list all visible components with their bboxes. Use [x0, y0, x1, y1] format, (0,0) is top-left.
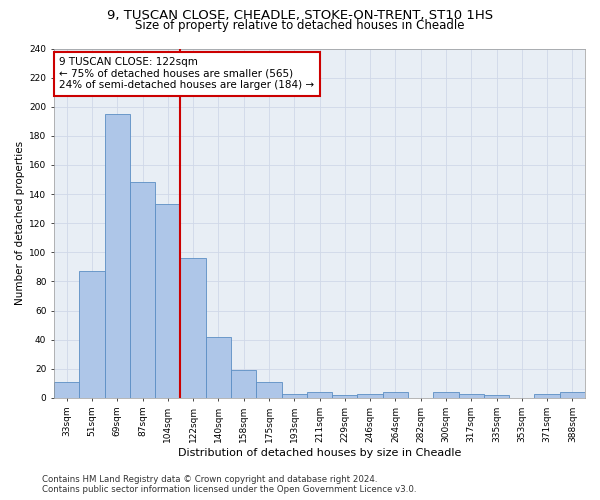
Bar: [79, 272, 104, 398]
Bar: [484, 395, 509, 398]
Text: 9, TUSCAN CLOSE, CHEADLE, STOKE-ON-TRENT, ST10 1HS: 9, TUSCAN CLOSE, CHEADLE, STOKE-ON-TRENT…: [107, 9, 493, 22]
Bar: [383, 392, 408, 398]
Bar: [256, 382, 281, 398]
Bar: [130, 182, 155, 398]
Bar: [458, 394, 484, 398]
Bar: [358, 394, 383, 398]
Text: 9 TUSCAN CLOSE: 122sqm
← 75% of detached houses are smaller (565)
24% of semi-de: 9 TUSCAN CLOSE: 122sqm ← 75% of detached…: [59, 57, 314, 90]
Text: Contains HM Land Registry data © Crown copyright and database right 2024.
Contai: Contains HM Land Registry data © Crown c…: [42, 474, 416, 494]
Bar: [155, 204, 181, 398]
Bar: [433, 392, 458, 398]
X-axis label: Distribution of detached houses by size in Cheadle: Distribution of detached houses by size …: [178, 448, 461, 458]
Bar: [104, 114, 130, 398]
Bar: [206, 337, 231, 398]
Y-axis label: Number of detached properties: Number of detached properties: [15, 141, 25, 306]
Bar: [560, 392, 585, 398]
Bar: [535, 394, 560, 398]
Bar: [231, 370, 256, 398]
Bar: [281, 394, 307, 398]
Bar: [181, 258, 206, 398]
Text: Size of property relative to detached houses in Cheadle: Size of property relative to detached ho…: [135, 19, 465, 32]
Bar: [332, 395, 358, 398]
Bar: [307, 392, 332, 398]
Bar: [54, 382, 79, 398]
